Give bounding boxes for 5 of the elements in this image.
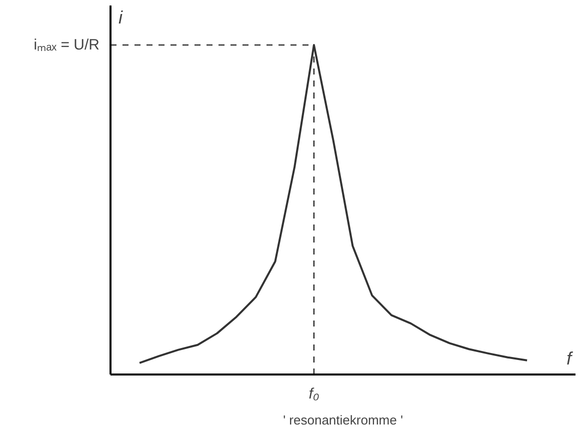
text: ' resonantiekromme ' bbox=[283, 412, 403, 428]
text: f₀ bbox=[308, 386, 320, 402]
y-axis-title: i bbox=[118, 8, 124, 28]
ref-line-label: iₘₐₓ = U/R bbox=[34, 36, 100, 54]
x-axis-title: f bbox=[566, 348, 574, 368]
